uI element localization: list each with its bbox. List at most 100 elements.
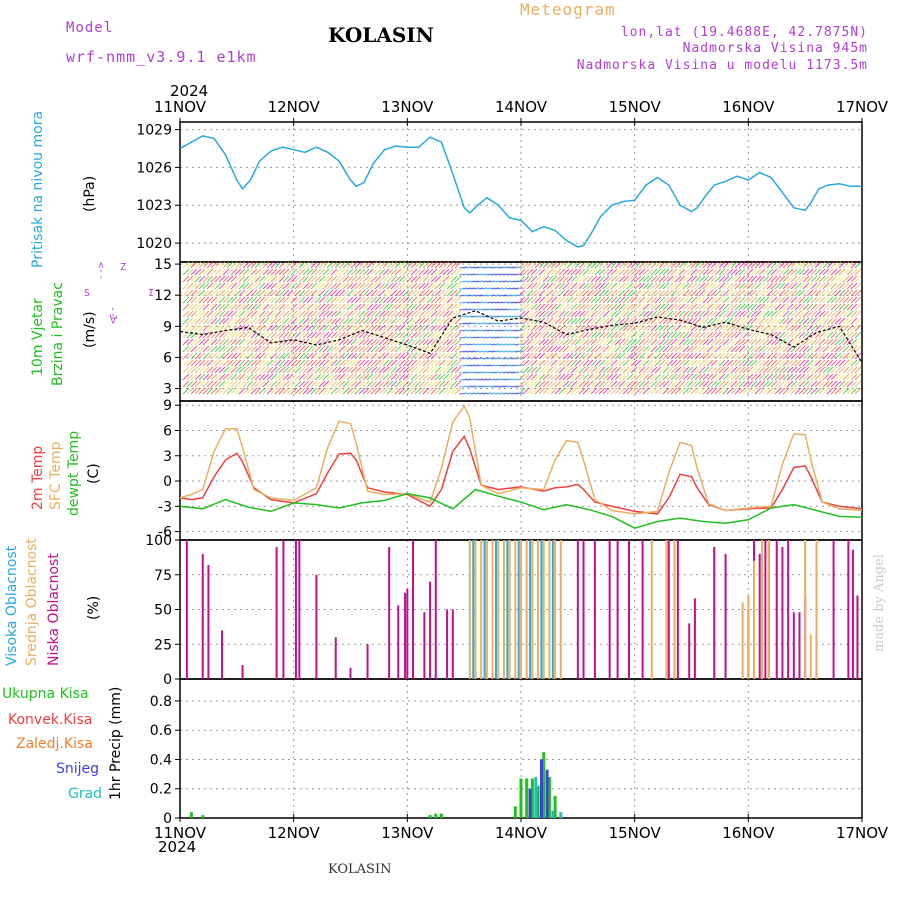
srednja-oblacnost-bar [747,595,750,679]
wind-barb [518,303,526,311]
wind-barb [182,268,190,276]
wind-barb [450,373,458,381]
ukupna-kisa-bar [530,778,534,818]
wind-barb [806,345,814,353]
wind-barb [426,359,434,367]
wind-barb [234,380,242,388]
wind-barb [202,359,210,367]
wind-barb [262,282,270,290]
wind-barb [794,338,802,346]
wind-barb [242,268,250,276]
wind-barb [566,282,574,290]
niska-oblacnost-bar [851,549,854,679]
wind-barb [790,366,798,374]
wind-barb [326,261,334,269]
wind-barb [698,338,706,346]
wind-barb [190,387,198,395]
wind-barb [522,296,530,304]
wind-barb [742,303,750,311]
wind-barb [794,275,802,283]
wind-barb [830,268,838,276]
wind-barb [250,373,258,381]
wind-barb [782,261,790,269]
wind-barb [310,373,318,381]
wind-barb [750,338,758,346]
niska-oblacnost-bar [275,546,278,679]
wind-barb [534,331,542,339]
wind-barb [194,282,202,290]
wind-barb [810,282,818,290]
wind-barb [698,387,706,395]
dewpt-temp-line [179,488,863,530]
wind-barb [626,289,634,297]
wind-barb [650,352,658,360]
wind-barb [418,296,426,304]
wind-barb [594,310,602,318]
wind-barb [238,359,246,367]
wind-barb [314,352,322,360]
wind-barb [846,303,854,311]
wind-barb [418,289,426,297]
wind-barb [582,338,590,346]
wind-barb [706,359,714,367]
wind-barb [414,324,422,332]
wind-barb [442,296,450,304]
wind-barb [358,366,366,374]
wind-barb [234,303,242,311]
wind-barb [382,282,390,290]
wind-barb [802,317,810,325]
wind-barb [218,296,226,304]
wind-barb [394,345,402,353]
wind-barb [634,275,642,283]
wind-barb [398,352,406,360]
wind-barb [658,352,666,360]
wind-barb [350,352,358,360]
wind-barb [714,338,722,346]
y-tick-label: 50 [154,603,172,619]
wind-barb [598,317,606,325]
wind-barb [314,296,322,304]
wind-barb [410,275,418,283]
wind-barb [730,310,738,318]
wind-barb [834,275,842,283]
wind-barb [810,345,818,353]
wind-barb [298,345,306,353]
wind-barb [758,310,766,318]
wind-barb [738,387,746,395]
wind-barb [742,289,750,297]
wind-barb [750,366,758,374]
wind-barb [670,366,678,374]
wind-barb [294,317,302,325]
y-tick-label: -6 [158,525,172,541]
wind-barb [854,310,862,318]
wind-barb [518,324,526,332]
wind-barb [670,268,678,276]
wind-barb [778,324,786,332]
wind-barb [538,338,546,346]
wind-barb [374,317,382,325]
wind-barb [802,331,810,339]
niska-oblacnost-bar [388,546,391,679]
wind-barb [342,345,350,353]
wind-barb [766,380,774,388]
wind-barb [814,373,822,381]
wind-barb [446,303,454,311]
wind-barb [642,359,650,367]
wind-barb [194,366,202,374]
wind-barb [686,317,694,325]
wind-barb [254,303,262,311]
legend-zaledj-kisa: Zaledj.Kisa [16,736,93,752]
wind-barb [770,289,778,297]
wind-barb [326,366,334,374]
wind-barb [586,331,594,339]
wind-barb [850,359,858,367]
wind-barb [718,345,726,353]
wind-barb [298,387,306,395]
wind-barb [238,345,246,353]
wind-barb [366,331,374,339]
wind-barb [606,275,614,283]
wind-barb [246,268,254,276]
niska-oblacnost-bar [446,609,449,679]
wind-barb [566,338,574,346]
wind-barb [438,352,446,360]
